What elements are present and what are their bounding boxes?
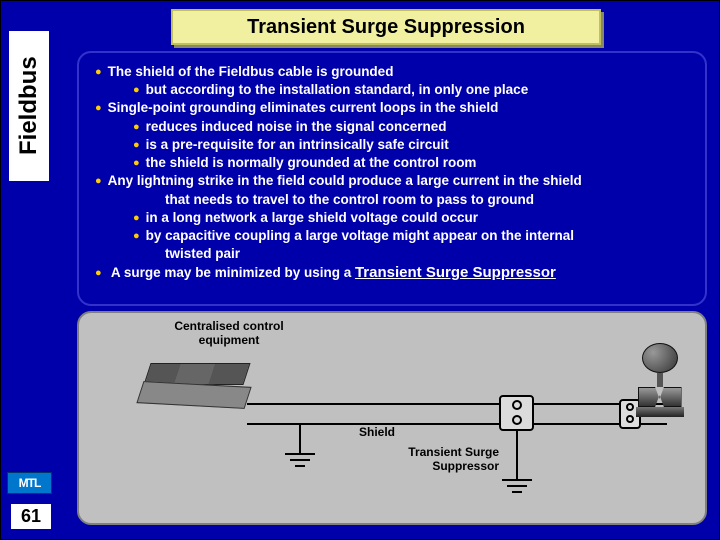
bullet-4-emph: Transient Surge Suppressor bbox=[355, 264, 556, 281]
control-console-icon bbox=[139, 363, 249, 418]
page-number: 61 bbox=[11, 504, 51, 529]
label-control-l1: Centralised control bbox=[174, 319, 283, 333]
bullet-3a: in a long network a large shield voltage… bbox=[93, 209, 691, 227]
label-shield: Shield bbox=[359, 425, 395, 439]
bullet-2c: the shield is normally grounded at the c… bbox=[93, 154, 691, 172]
bullet-3-cont: that needs to travel to the control room… bbox=[93, 191, 691, 209]
bullet-4: A surge may be minimized by using a Tran… bbox=[93, 263, 691, 283]
diagram: Centralised control equipment Shield Tra… bbox=[77, 311, 707, 525]
label-suppressor-l1: Transient Surge bbox=[408, 445, 499, 459]
cable-line-bottom bbox=[247, 423, 667, 425]
bullet-4-text: A surge may be minimized by using a bbox=[111, 265, 355, 280]
bullet-2: Single-point grounding eliminates curren… bbox=[93, 99, 691, 117]
suppressor-ground-lead bbox=[516, 431, 518, 479]
bullet-3b: by capacitive coupling a large voltage m… bbox=[93, 227, 691, 245]
surge-suppressor-icon bbox=[499, 395, 534, 431]
sidebar-label: Fieldbus bbox=[9, 31, 49, 181]
bullet-1: The shield of the Fieldbus cable is grou… bbox=[93, 63, 691, 81]
ground-symbol-left bbox=[285, 453, 315, 477]
ground-symbol-right bbox=[502, 479, 532, 503]
shield-ground-lead bbox=[299, 425, 301, 453]
slide: Fieldbus MTL 61 Transient Surge Suppress… bbox=[0, 0, 720, 540]
valve-icon bbox=[632, 343, 687, 433]
bullet-3: Any lightning strike in the field could … bbox=[93, 172, 691, 190]
bullet-2b: is a pre-requisite for an intrinsically … bbox=[93, 136, 691, 154]
bullet-content: The shield of the Fieldbus cable is grou… bbox=[77, 51, 707, 306]
label-suppressor: Transient Surge Suppressor bbox=[379, 445, 499, 474]
label-control-l2: equipment bbox=[199, 333, 260, 347]
cable-line-top bbox=[247, 403, 667, 405]
slide-title: Transient Surge Suppression bbox=[171, 9, 601, 45]
mtl-logo: MTL bbox=[7, 472, 52, 494]
bullet-1a: but according to the installation standa… bbox=[93, 81, 691, 99]
bullet-3b-cont: twisted pair bbox=[93, 245, 691, 263]
bullet-2a: reduces induced noise in the signal conc… bbox=[93, 118, 691, 136]
label-suppressor-l2: Suppressor bbox=[432, 459, 499, 473]
label-control: Centralised control equipment bbox=[149, 319, 309, 348]
